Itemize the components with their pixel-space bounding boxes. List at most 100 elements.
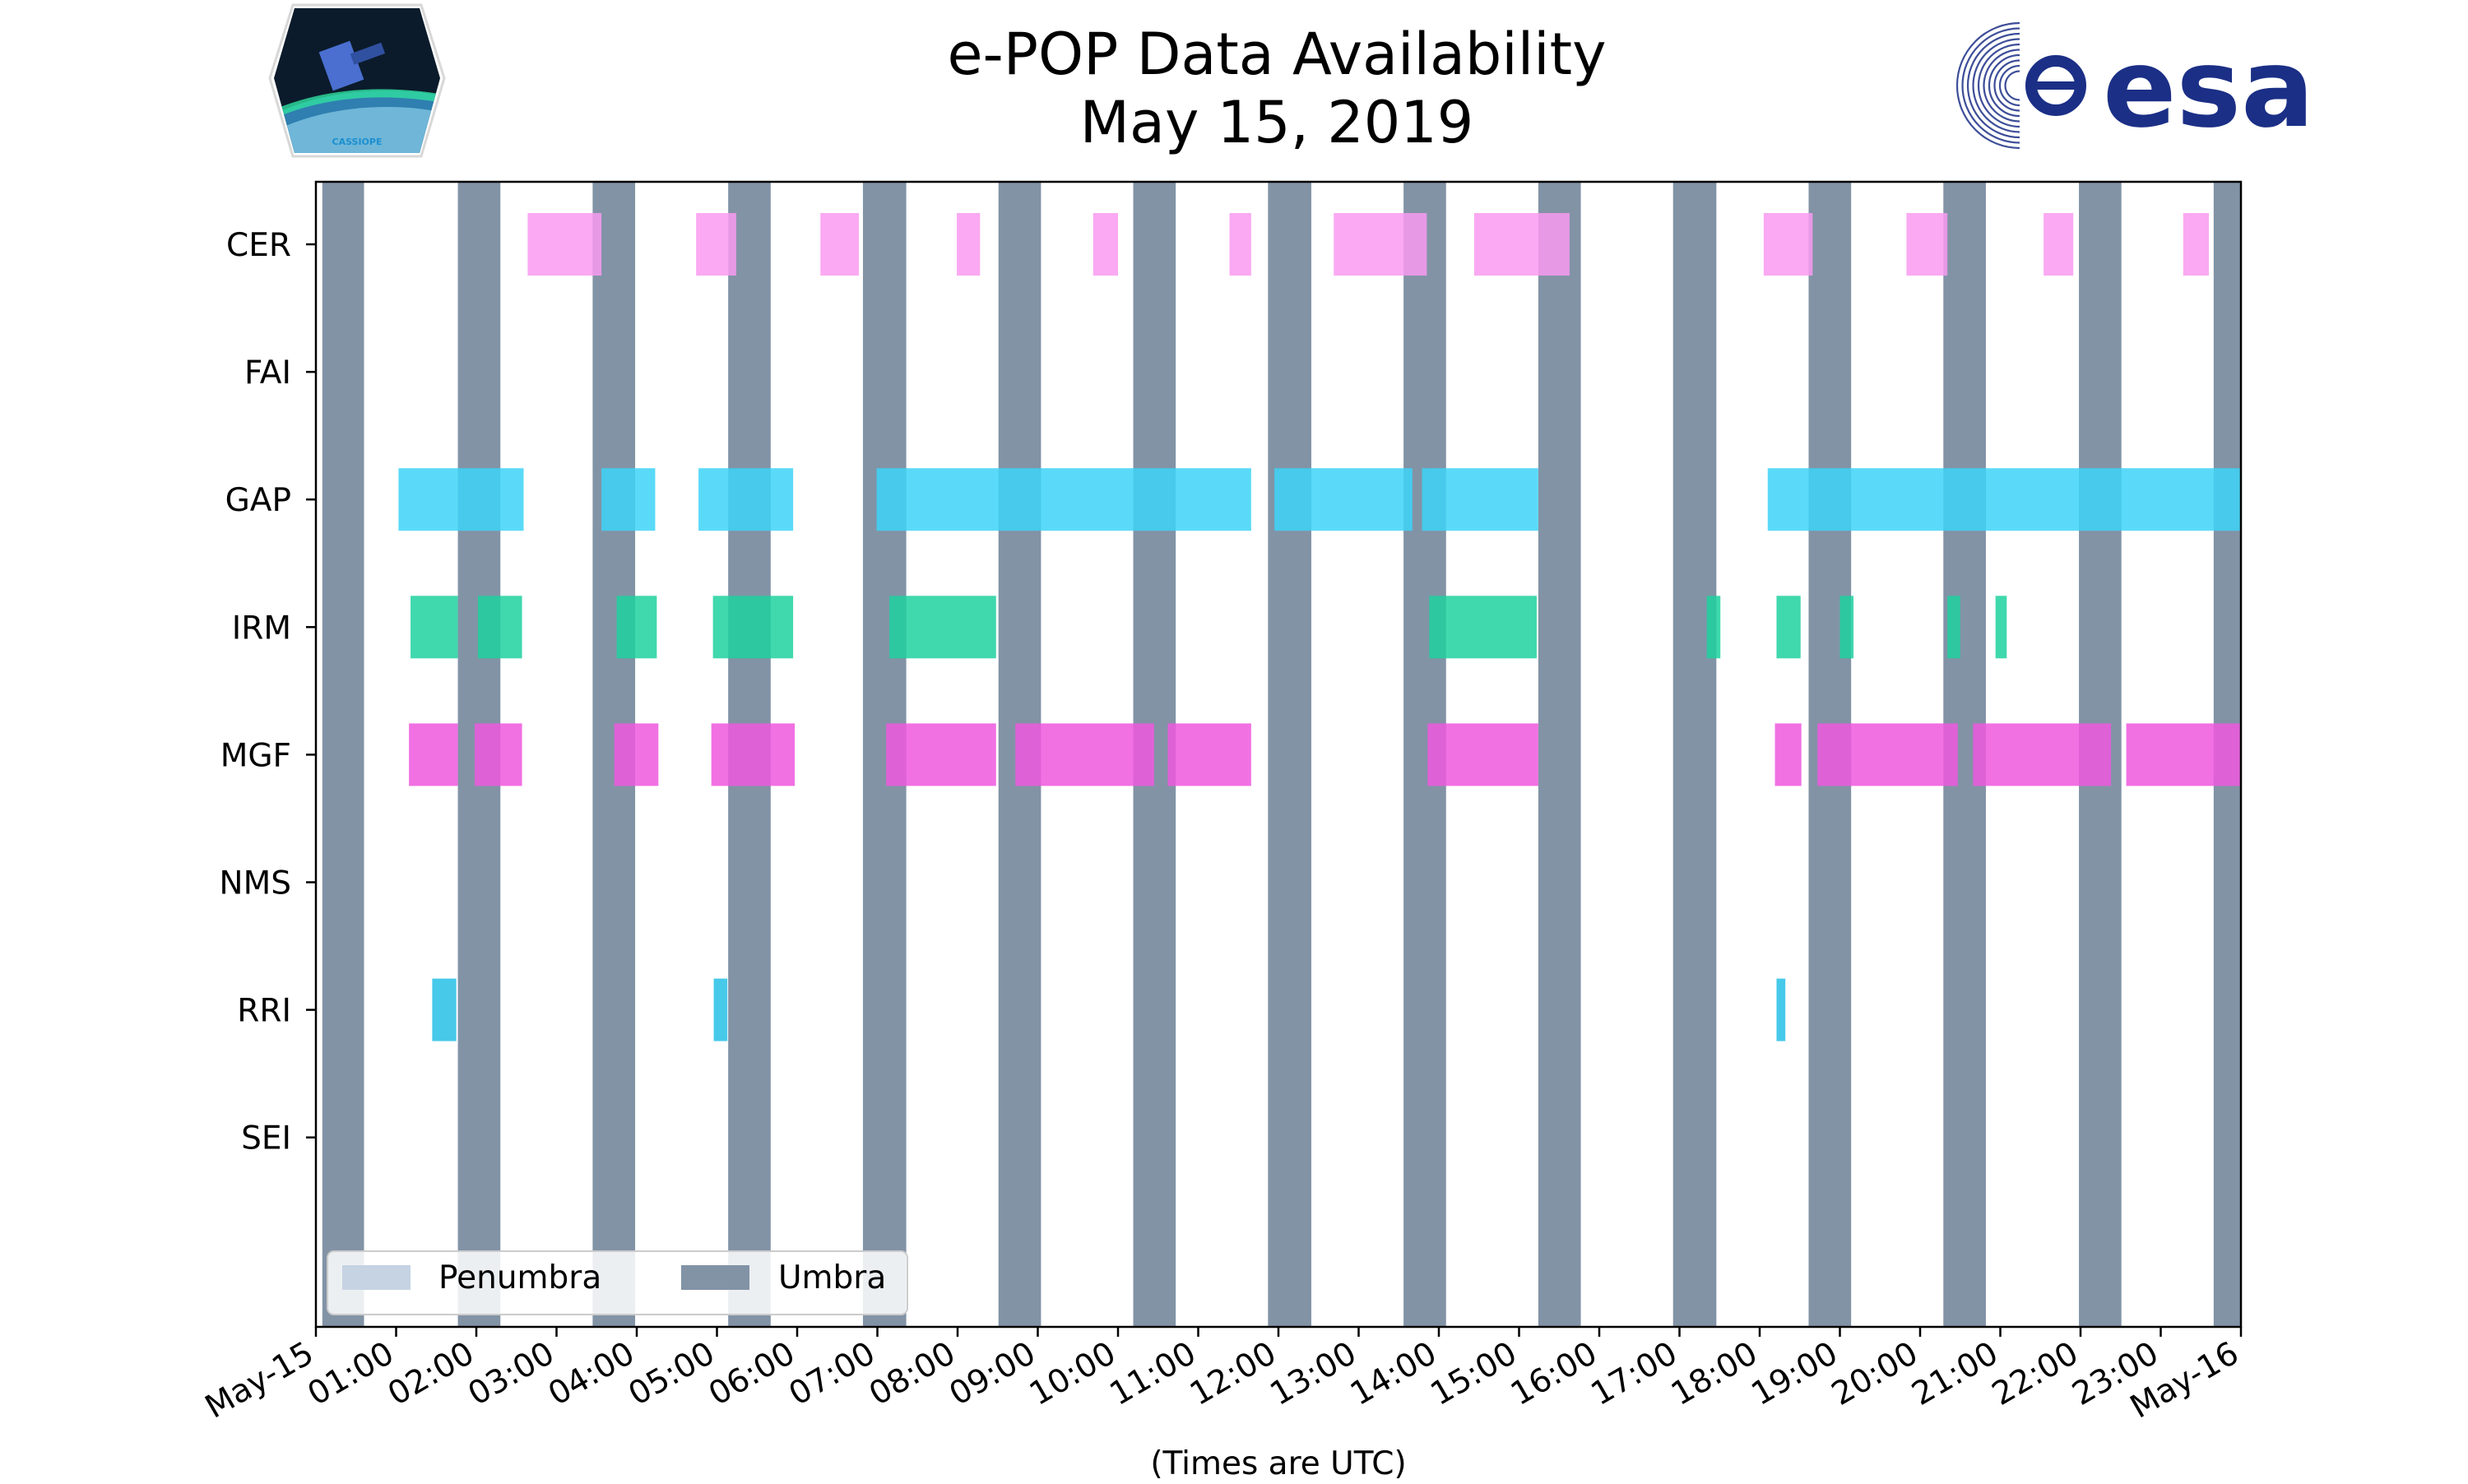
bar-mgf-10	[1817, 723, 1958, 786]
bar-irm-7	[1706, 596, 1721, 659]
bar-irm-9	[1839, 596, 1854, 659]
x-axis: May-1501:0002:0003:0004:0005:0006:0007:0…	[199, 1327, 2245, 1426]
bar-irm-11	[1995, 596, 2007, 659]
bar-irm-3	[616, 596, 657, 659]
bar-cer-3	[820, 213, 860, 276]
bar-mgf-1	[409, 723, 458, 786]
bar-mgf-9	[1774, 723, 1802, 786]
cassiope-logo-aurora	[274, 89, 440, 119]
bar-irm-8	[1776, 596, 1801, 659]
x-tick-label-6: 06:00	[703, 1335, 801, 1413]
bar-irm-5	[889, 596, 996, 659]
bar-cer-6	[1229, 213, 1251, 276]
bar-gap-3	[698, 468, 794, 531]
bar-mgf-5	[886, 723, 996, 786]
esa-ring-4	[1972, 38, 2020, 133]
esa-wordmark: esa	[2103, 26, 2314, 152]
bar-cer-10	[1906, 213, 1948, 276]
bar-irm-2	[477, 596, 522, 659]
esa-ring-8	[1993, 59, 2020, 112]
esa-ring-2	[1961, 27, 2020, 144]
umbra-band-10	[1538, 182, 1581, 1327]
bar-cer-8	[1473, 213, 1570, 276]
esa-logo: esa	[1955, 21, 2314, 152]
bar-mgf-4	[711, 723, 796, 786]
esa-ring-3	[1966, 32, 2020, 139]
cassiope-logo-earth-highlight	[274, 107, 440, 153]
bar-gap-7	[1767, 468, 2241, 531]
x-tick-label-11: 11:00	[1104, 1335, 1203, 1413]
bar-irm-10	[1947, 596, 1960, 659]
y-tick-label-sei: SEI	[241, 1120, 291, 1157]
bar-gap-5	[1274, 468, 1413, 531]
esa-ring-5	[1977, 43, 2020, 128]
bar-mgf-12	[2126, 723, 2241, 786]
x-tick-label-9: 09:00	[944, 1335, 1042, 1413]
x-tick-label-14: 14:00	[1344, 1335, 1443, 1413]
cassiope-logo-label: CASSIOPE	[332, 137, 383, 147]
y-tick-label-mgf: MGF	[220, 737, 291, 774]
x-tick-label-12: 12:00	[1184, 1335, 1283, 1413]
y-tick-label-cer: CER	[226, 227, 291, 264]
x-tick-label-21: 21:00	[1906, 1335, 2005, 1413]
bar-cer-7	[1334, 213, 1427, 276]
bar-cer-4	[957, 213, 981, 276]
legend-label-umbra: Umbra	[778, 1259, 886, 1296]
x-tick-label-5: 05:00	[623, 1335, 721, 1413]
x-axis-label: (Times are UTC)	[1150, 1445, 1406, 1481]
bar-mgf-3	[614, 723, 659, 786]
bar-mgf-6	[1015, 723, 1154, 786]
x-tick-label-2: 02:00	[382, 1335, 480, 1413]
x-tick-label-13: 13:00	[1264, 1335, 1363, 1413]
y-tick-label-gap: GAP	[225, 482, 291, 519]
x-tick-label-3: 03:00	[462, 1335, 561, 1413]
cassiope-logo: CASSIOPE	[268, 3, 446, 158]
x-tick-label-4: 04:00	[542, 1335, 641, 1413]
bar-gap-1	[398, 468, 524, 531]
bar-irm-1	[411, 596, 458, 659]
x-tick-label-20: 20:00	[1825, 1335, 1924, 1413]
legend-swatch-penumbra	[342, 1265, 411, 1290]
bar-mgf-2	[475, 723, 522, 786]
chart-title-line2: May 15, 2019	[1080, 89, 1474, 156]
x-tick-label-16: 16:00	[1505, 1335, 1603, 1413]
bar-gap-4	[876, 468, 1251, 531]
x-tick-label-19: 19:00	[1746, 1335, 1844, 1413]
x-tick-label-10: 10:00	[1023, 1335, 1122, 1413]
bar-cer-1	[527, 213, 602, 276]
legend-frame	[327, 1250, 908, 1315]
legend: Penumbra Umbra	[327, 1250, 908, 1315]
esa-ring-10	[2004, 70, 2020, 101]
bar-irm-6	[1429, 596, 1537, 659]
bar-gap-2	[601, 468, 656, 531]
esa-ring-9	[1998, 64, 2020, 107]
y-tick-label-nms: NMS	[219, 865, 291, 902]
bar-rri-1	[432, 978, 457, 1041]
x-tick-label-8: 08:00	[863, 1335, 962, 1413]
chart-title-line1: e-POP Data Availability	[947, 21, 1606, 88]
esa-logo-emblem	[1955, 21, 2086, 150]
bar-irm-4	[712, 596, 794, 659]
bar-rri-2	[713, 978, 728, 1041]
x-tick-label-17: 17:00	[1585, 1335, 1684, 1413]
bar-mgf-8	[1427, 723, 1538, 786]
esa-ring-7	[1988, 53, 2020, 118]
x-tick-label-1: 01:00	[302, 1335, 401, 1413]
x-tick-label-15: 15:00	[1425, 1335, 1524, 1413]
bar-mgf-7	[1167, 723, 1251, 786]
umbra-band-11	[1672, 182, 1717, 1327]
bar-cer-11	[2044, 213, 2074, 276]
cassiope-logo-solar-panel	[350, 42, 386, 65]
esa-ring-e-bar	[2036, 81, 2076, 90]
legend-label-penumbra: Penumbra	[438, 1259, 601, 1296]
bar-gap-6	[1422, 468, 1538, 531]
umbra-band-8	[1268, 182, 1311, 1327]
bar-cer-5	[1093, 213, 1118, 276]
bar-mgf-11	[1973, 723, 2112, 786]
bar-cer-12	[2183, 213, 2209, 276]
umbra-band-1	[322, 182, 364, 1327]
data-bars	[398, 213, 2241, 1041]
bar-cer-2	[696, 213, 736, 276]
